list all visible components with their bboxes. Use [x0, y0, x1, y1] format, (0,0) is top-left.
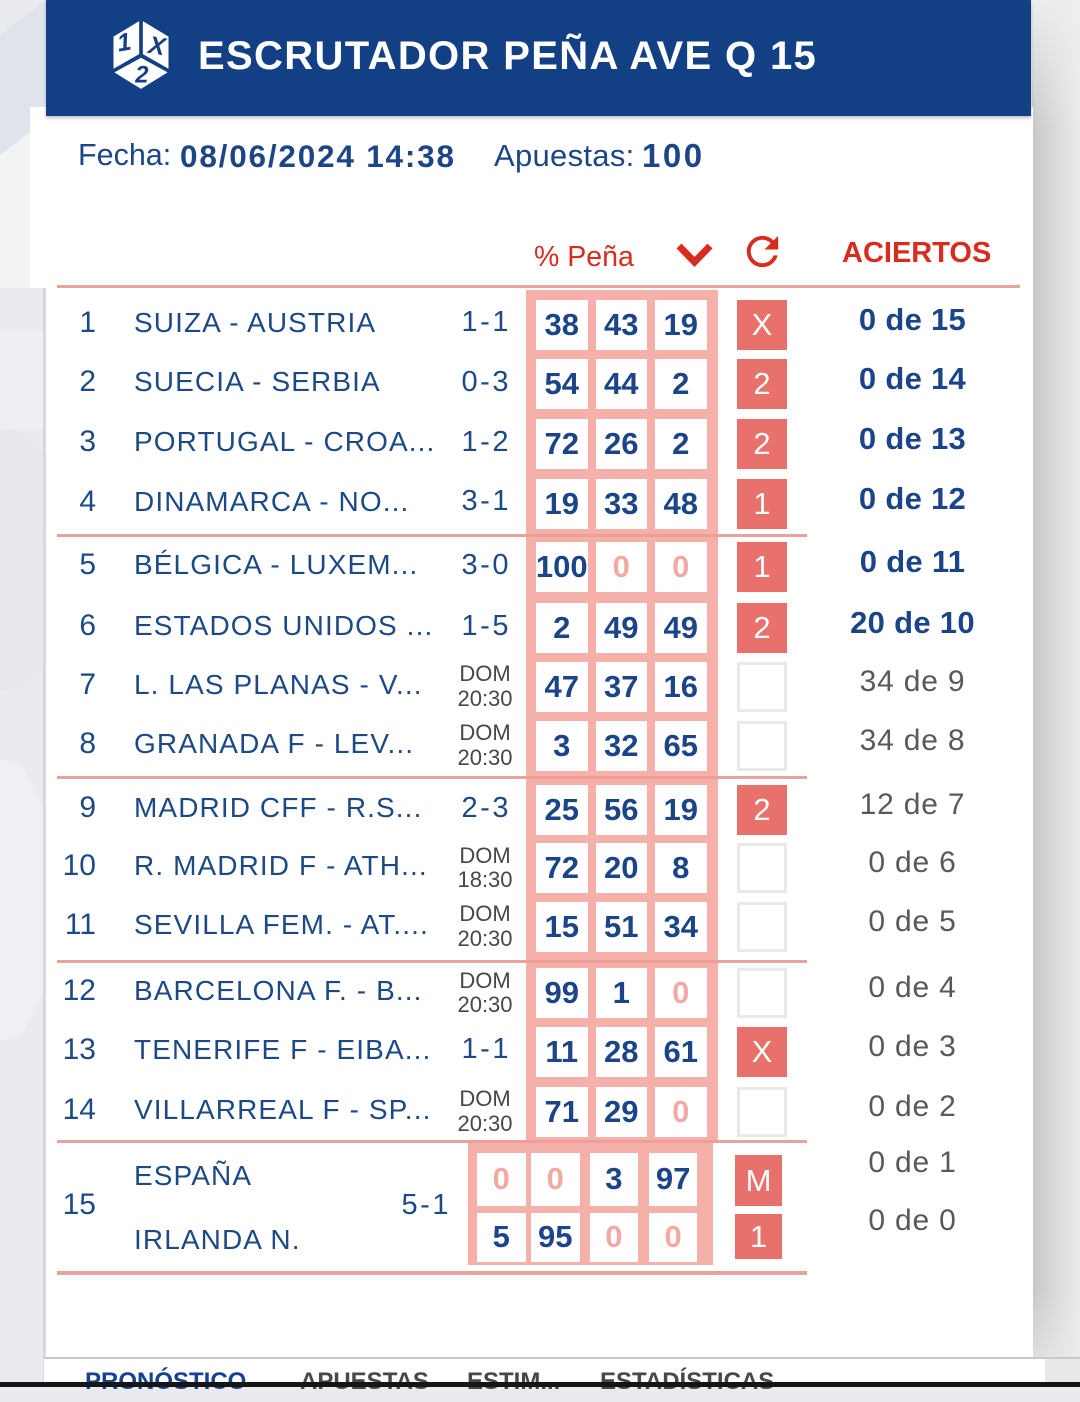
svg-text:X: X [145, 32, 169, 62]
svg-text:1: 1 [115, 29, 133, 58]
svg-text:2: 2 [134, 62, 148, 89]
